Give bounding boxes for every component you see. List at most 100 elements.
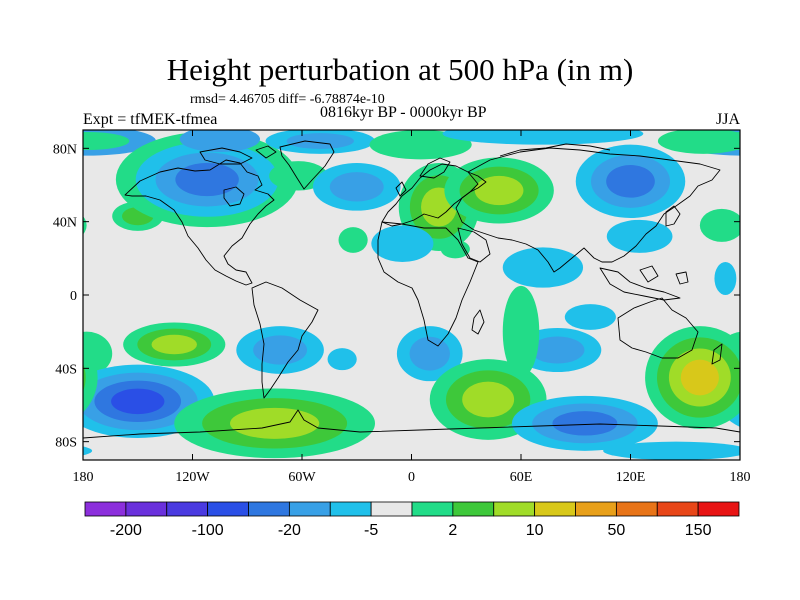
- colorbar-label: -5: [364, 522, 378, 539]
- contour-fill: [329, 172, 384, 202]
- colorbar-swatch: [329, 501, 372, 517]
- contour-fill: [83, 133, 93, 149]
- contour-fill: [12, 348, 74, 406]
- contour-fill: [699, 208, 740, 242]
- coastline-indonesia: [599, 267, 681, 301]
- period-label: 0816kyr BP - 0000kyr BP: [320, 104, 487, 121]
- colorbar-swatch: [697, 501, 740, 517]
- contour-fill: [0, 220, 15, 253]
- contour-fill: [269, 161, 328, 191]
- colorbar-swatch: [125, 501, 168, 517]
- coastline-south-america: [251, 281, 319, 399]
- colorbar-swatch: [534, 501, 576, 517]
- y-tick-label: 40N: [53, 216, 77, 231]
- coastline-africa: [377, 221, 479, 347]
- colorbar-swatch: [493, 501, 536, 517]
- anomaly-region: [714, 262, 737, 295]
- contour-fill: [603, 441, 740, 460]
- anomaly-region: [265, 130, 375, 154]
- contour-fill: [151, 334, 197, 355]
- coastline-madagascar: [471, 309, 485, 335]
- anomaly-region: [83, 130, 740, 154]
- colorbar-swatch: [656, 501, 699, 517]
- colorbar-label: 50: [607, 522, 625, 539]
- y-tick-label: 80N: [53, 142, 77, 157]
- y-tick-label: 40S: [55, 362, 77, 377]
- colorbar-swatch: [575, 501, 617, 517]
- anomaly-field: [0, 130, 800, 460]
- x-tick-label: 0: [408, 470, 415, 485]
- anomaly-region: [0, 144, 686, 218]
- coastline-antarctica: [83, 409, 740, 439]
- colorbar-swatch: [615, 501, 658, 517]
- contour-fill: [773, 132, 800, 227]
- contour-fill: [0, 145, 28, 218]
- coastline-arctic-islands: [199, 147, 253, 165]
- x-tick-label: 120W: [175, 470, 210, 485]
- anomaly-region: [502, 247, 584, 288]
- coastline-hudson-bay: [223, 186, 245, 207]
- anomaly-region: [444, 157, 554, 224]
- anomaly-region: [115, 131, 800, 228]
- anomaly-region: [83, 208, 740, 242]
- coastline-uk: [395, 181, 407, 197]
- contour-fill: [253, 335, 308, 365]
- contour-fill: [530, 336, 585, 364]
- colorbar-swatch: [166, 501, 209, 517]
- contour-fill: [327, 348, 357, 371]
- colorbar-swatch: [411, 501, 454, 517]
- contour-fill: [440, 240, 470, 259]
- contour-fill: [779, 207, 800, 225]
- coastline-siberia-north: [499, 143, 611, 157]
- contour-fill: [502, 285, 540, 378]
- colorbar-label: 150: [685, 522, 712, 539]
- coastlines: [83, 140, 740, 439]
- coastline-japan: [665, 205, 681, 227]
- contour-fill: [83, 446, 93, 456]
- y-tick-label: 80S: [55, 436, 77, 451]
- coastline-north-america: [124, 159, 275, 286]
- colorbar-swatch: [84, 501, 127, 517]
- contour-fill: [371, 225, 434, 262]
- contour-fill: [751, 381, 800, 422]
- anomaly-region: [564, 304, 616, 330]
- colorbar-swatch: [452, 501, 495, 517]
- contour-fill: [0, 155, 13, 208]
- colorbar-label: -100: [192, 522, 224, 539]
- colorbar-label: 10: [526, 522, 544, 539]
- contour-fill: [564, 304, 616, 330]
- contour-fill: [111, 388, 165, 415]
- coastline-australia: [617, 297, 699, 359]
- x-axis: 180 120W 60W 0 60E 120E 180: [73, 130, 751, 485]
- contour-fill: [768, 389, 800, 415]
- contour-fill: [502, 247, 584, 288]
- anomaly-region: [327, 348, 357, 371]
- contour-fill: [680, 359, 719, 396]
- y-tick-label: 0: [70, 289, 77, 304]
- contour-fill: [83, 363, 86, 392]
- contour-fill: [474, 175, 524, 206]
- contour-fill: [369, 130, 472, 160]
- anomaly-region: [174, 388, 375, 459]
- colorbar-swatch: [248, 501, 290, 517]
- contour-fill: [0, 396, 1, 451]
- coastline-greenland: [279, 140, 335, 190]
- colorbar: -200 -100 -20 -5 2 10 50 150: [84, 501, 740, 539]
- anomaly-region: [269, 161, 328, 191]
- anomaly-region: [123, 322, 800, 367]
- x-tick-label: 60W: [288, 470, 316, 485]
- coastline-europe: [381, 163, 487, 227]
- anomaly-region: [236, 326, 324, 374]
- contour-fill: [793, 142, 800, 217]
- anomaly-region: [0, 395, 658, 451]
- coastline-new-zealand: [711, 343, 723, 365]
- colorbar-label: -20: [278, 522, 301, 539]
- chart-title: Height perturbation at 500 hPa (in m): [166, 52, 634, 87]
- contour-fill: [83, 342, 98, 413]
- anomaly-region: [442, 130, 644, 145]
- contour-fill: [606, 165, 655, 198]
- y-axis: 80N 40N 0 40S 80S: [53, 142, 740, 451]
- contour-fill: [794, 329, 800, 361]
- x-tick-label: 120E: [616, 470, 646, 485]
